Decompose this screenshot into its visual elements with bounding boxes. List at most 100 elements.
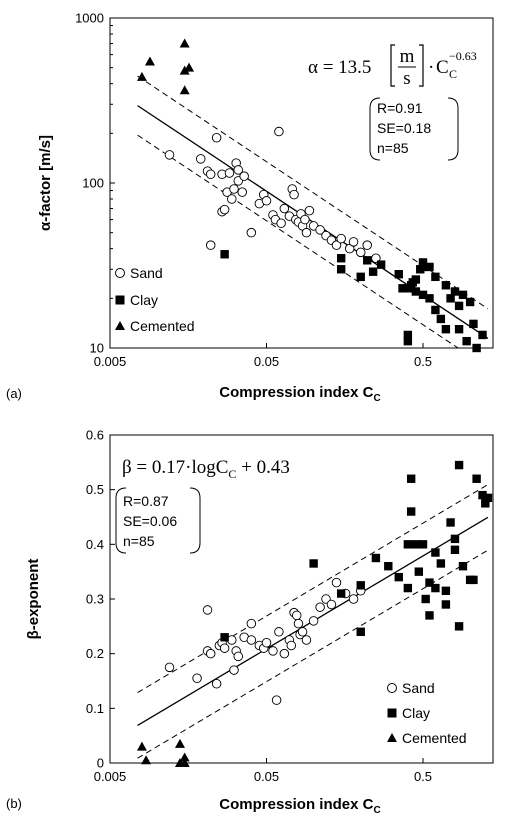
sand-point bbox=[233, 165, 244, 175]
sand-point bbox=[271, 695, 282, 705]
sand-point bbox=[233, 651, 244, 662]
cemented-point bbox=[179, 85, 190, 95]
clay-point bbox=[465, 297, 475, 307]
sand-point bbox=[279, 203, 290, 214]
sand-point bbox=[331, 577, 342, 588]
x-axis-label-b-sub: C bbox=[373, 805, 380, 816]
sand-point bbox=[279, 648, 290, 659]
sand-point bbox=[246, 635, 257, 645]
clay-point bbox=[462, 336, 471, 346]
sand-point bbox=[293, 618, 304, 629]
sand-point bbox=[229, 665, 239, 675]
clay-point bbox=[411, 287, 421, 296]
y-tick-label: 100 bbox=[82, 176, 104, 191]
cemented-point bbox=[174, 738, 185, 748]
stats-box-a-left-brace bbox=[369, 97, 381, 161]
equation-a-exponent: −0.63 bbox=[449, 49, 477, 63]
clay-point bbox=[472, 343, 481, 353]
clay-point bbox=[469, 319, 478, 329]
sand-point bbox=[291, 610, 302, 621]
cemented-point bbox=[144, 56, 155, 66]
sand-point bbox=[274, 627, 284, 637]
y-ticks-b: 0 0.1 0.2 0.3 0.4 0.5 0.6 bbox=[86, 428, 115, 771]
clay-point bbox=[454, 301, 464, 311]
stats-b-r: R=0.87 bbox=[123, 493, 169, 509]
clay-point bbox=[406, 474, 416, 483]
sand-point bbox=[286, 640, 297, 651]
y-tick-label: 0.3 bbox=[86, 592, 104, 607]
clay-point bbox=[411, 540, 421, 549]
y-tick-label: 0.4 bbox=[86, 537, 104, 552]
lower-bound-line bbox=[137, 549, 489, 759]
clay-point bbox=[418, 262, 428, 272]
equation-a-base: C bbox=[436, 57, 449, 78]
clay-point bbox=[458, 290, 468, 300]
clay-point bbox=[431, 272, 440, 282]
stats-box-b: R=0.87 SE=0.06 n=85 bbox=[115, 487, 201, 554]
stats-a-se: SE=0.18 bbox=[377, 120, 431, 136]
clay-point bbox=[336, 254, 346, 263]
clay-point bbox=[384, 562, 393, 571]
equation-a-lhs: α = 13.5 bbox=[308, 57, 371, 78]
equation-b-tail: + 0.43 bbox=[236, 457, 289, 478]
legend-a-sand-label: Sand bbox=[130, 265, 163, 281]
x-axis-label-b-main: Compression index C bbox=[219, 796, 373, 813]
panel-label-a: (a) bbox=[6, 386, 22, 401]
clay-point bbox=[336, 589, 346, 598]
sand-point bbox=[205, 648, 216, 659]
sand-point bbox=[211, 678, 222, 689]
y-tick-label: 0.2 bbox=[86, 646, 104, 661]
clay-point bbox=[431, 548, 440, 557]
sand-point bbox=[219, 204, 230, 215]
clay-point bbox=[356, 581, 365, 590]
cemented-point bbox=[136, 71, 147, 81]
sand-point bbox=[237, 187, 248, 197]
clay-point bbox=[469, 575, 478, 585]
clay-point bbox=[472, 474, 481, 483]
clay-point bbox=[220, 633, 229, 642]
legend-a: Sand Clay Cemented bbox=[115, 265, 195, 334]
panel-a: 10 100 1000 0.005 0.05 0.5 α-factor [m/s] Co… bbox=[6, 11, 494, 404]
sand-point bbox=[164, 662, 175, 673]
cemented-point bbox=[179, 38, 190, 48]
x-tick-label: 0.5 bbox=[414, 354, 432, 369]
y-tick-label: 0.5 bbox=[86, 482, 104, 497]
legend-a-clay-label: Clay bbox=[130, 292, 158, 308]
clay-point bbox=[478, 330, 487, 340]
legend-b-sand-label: Sand bbox=[402, 680, 435, 696]
cemented-point bbox=[179, 65, 190, 75]
sand-point bbox=[300, 214, 310, 225]
sand-point bbox=[192, 673, 202, 684]
legend-b: Sand Clay Cemented bbox=[387, 680, 467, 746]
y-axis-label-a: α-factor [m/s] bbox=[37, 135, 54, 231]
y-axis-label-b: β-exponent bbox=[25, 559, 42, 640]
clay-point bbox=[418, 258, 428, 267]
legend-b-clay-marker bbox=[387, 708, 397, 718]
equation-b-main: β = 0.17·logC bbox=[122, 457, 228, 478]
clay-point bbox=[403, 284, 413, 293]
y-tick-label: 0.6 bbox=[86, 428, 104, 443]
clay-point bbox=[425, 294, 434, 303]
sand-point bbox=[331, 240, 342, 250]
equation-a-base-sub: C bbox=[449, 67, 457, 81]
sand-point bbox=[227, 194, 237, 204]
clay-point bbox=[394, 270, 403, 279]
clay-point bbox=[458, 562, 468, 571]
sand-point bbox=[246, 227, 257, 238]
clay-point bbox=[441, 324, 451, 334]
cemented-point bbox=[179, 758, 190, 767]
stats-b-n: n=85 bbox=[123, 533, 155, 549]
x-tick-label: 0.005 bbox=[94, 769, 127, 784]
stats-box-a: R=0.91 SE=0.18 n=85 bbox=[369, 97, 459, 161]
x-ticks-b: 0.005 0.05 0.5 bbox=[94, 758, 432, 784]
sand-point bbox=[308, 616, 319, 626]
sand-point bbox=[326, 599, 337, 610]
clay-point bbox=[481, 499, 490, 508]
sand-point bbox=[289, 189, 299, 200]
clay-point bbox=[356, 272, 365, 282]
sand-point bbox=[355, 247, 366, 258]
x-tick-label: 0.5 bbox=[414, 769, 432, 784]
sand-point bbox=[315, 225, 325, 235]
sand-point bbox=[274, 126, 284, 137]
